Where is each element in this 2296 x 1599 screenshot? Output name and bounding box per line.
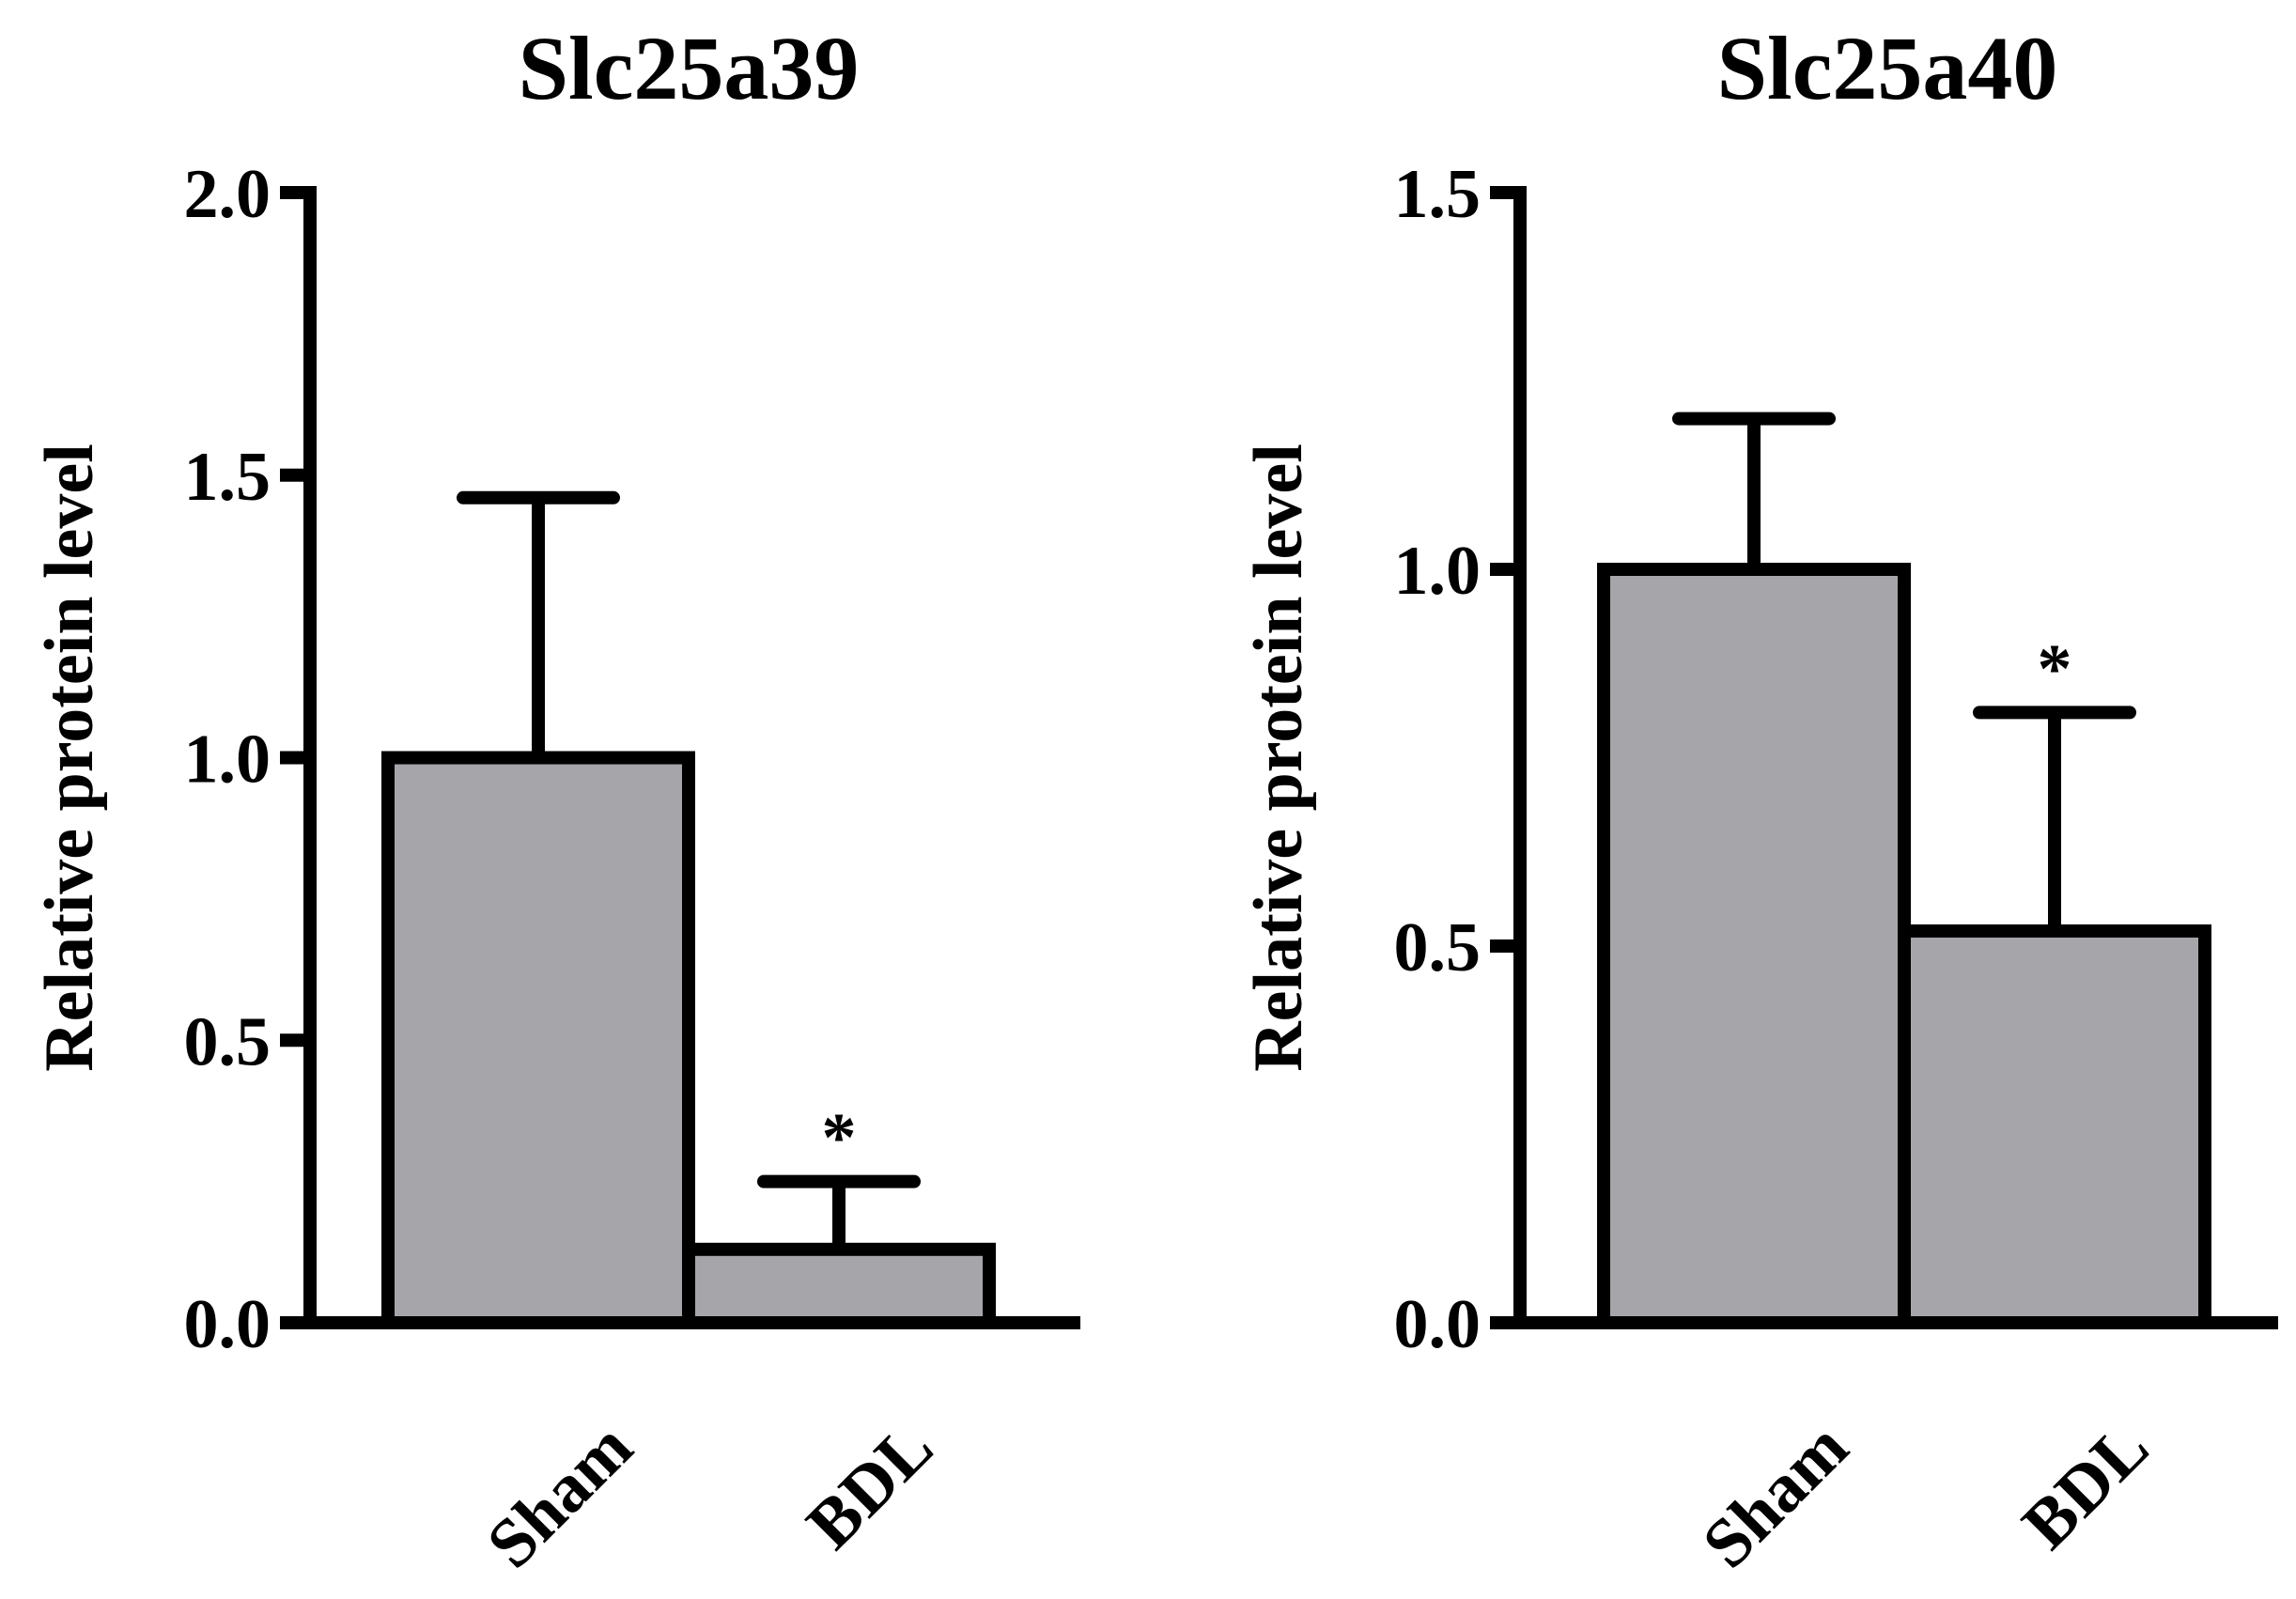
chart-panel-slc25a40: Slc25a40 Relative protein level Sham * BDL 0.… (1240, 18, 2278, 1583)
significance-marker: * (822, 1100, 857, 1177)
y-tick-label: 1.5 (184, 439, 271, 516)
y-tick-label: 0.5 (1394, 909, 1482, 986)
bar-sham (1597, 563, 1911, 1329)
y-tick-label: 1.5 (1394, 156, 1482, 233)
y-axis-label: Relative protein level (31, 443, 108, 1072)
bar-sham (381, 751, 695, 1329)
bar-bdl (1898, 924, 2211, 1330)
y-axis-label: Relative protein level (1240, 443, 1317, 1072)
y-tick-label: 1.0 (184, 722, 271, 799)
chart-panel-slc25a39: Slc25a39 Relative protein level Sham * BDL 0.… (31, 18, 1080, 1583)
chart-title: Slc25a39 (519, 18, 860, 118)
y-tick-label: 2.0 (184, 156, 271, 233)
chart-title: Slc25a40 (1717, 18, 2058, 118)
category-label-bdl: BDL (792, 1408, 948, 1564)
significance-marker: * (2038, 630, 2072, 707)
category-label-sham: Sham (473, 1408, 647, 1583)
y-tick-label: 0.5 (184, 1003, 271, 1080)
y-tick-label: 0.0 (184, 1286, 271, 1363)
category-label-sham: Sham (1688, 1408, 1863, 1583)
y-tick-label: 1.0 (1394, 533, 1482, 610)
y-tick-label: 0.0 (1394, 1286, 1482, 1363)
category-label-bdl: BDL (2008, 1408, 2164, 1564)
bar-bdl (682, 1242, 996, 1330)
